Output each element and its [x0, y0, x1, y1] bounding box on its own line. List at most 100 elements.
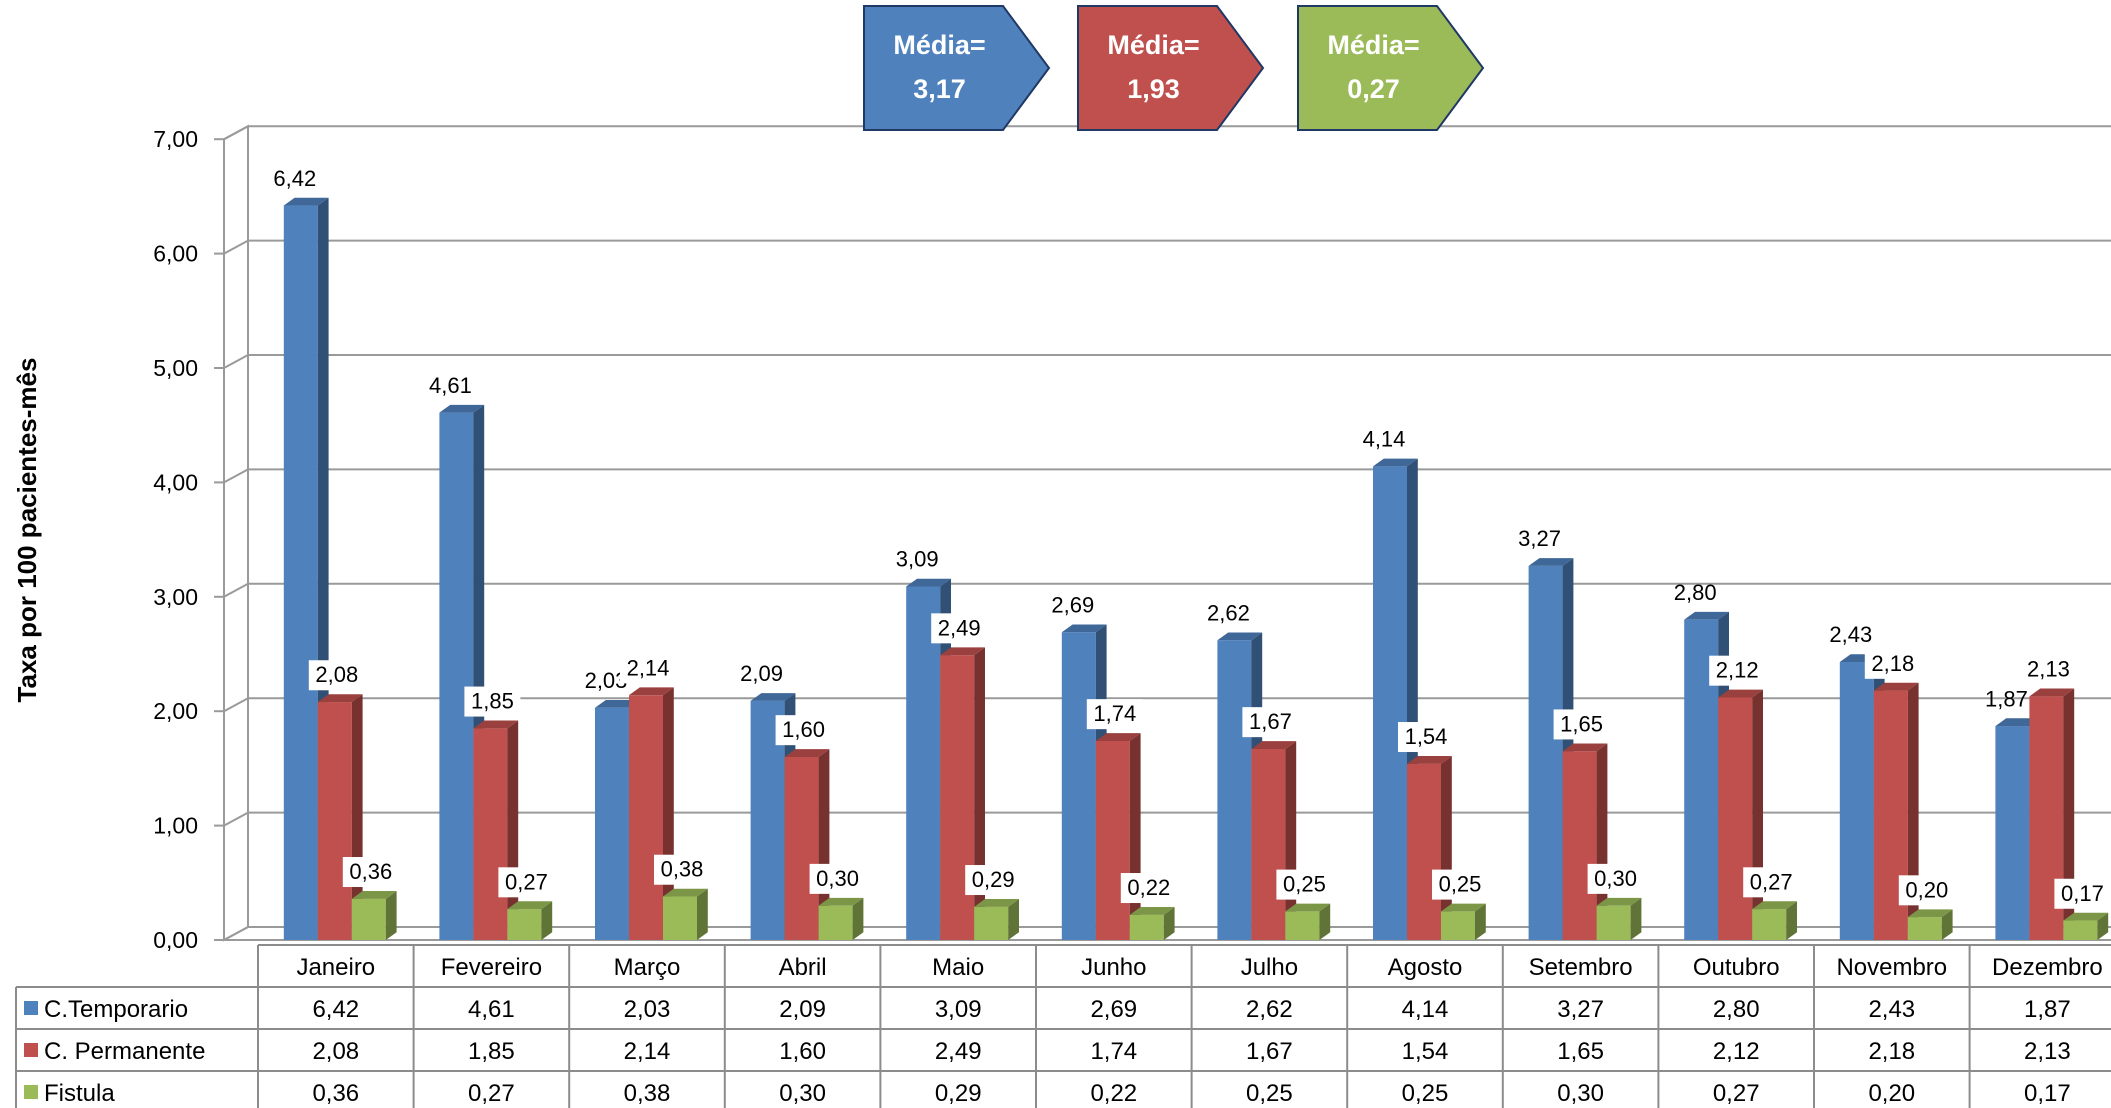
- table-cell: 2,13: [2024, 1038, 2071, 1065]
- table-cell: 0,17: [2024, 1080, 2071, 1107]
- bar-fistula-fevereiro: [507, 901, 553, 940]
- gridline: [223, 125, 2111, 141]
- table-cell: 0,36: [312, 1080, 359, 1107]
- data-label-bg: [1120, 873, 1177, 904]
- bar-ctemporario-fevereiro: [439, 404, 485, 941]
- bars: [283, 197, 2109, 941]
- data-label-bg: [1898, 875, 1955, 906]
- data-label-bg: [308, 660, 365, 691]
- bar-fistula-janeiro: [351, 891, 397, 940]
- data-label-bg: [1398, 722, 1454, 753]
- y-tick-label: 0,00: [153, 927, 198, 953]
- x-tick-label: Maio: [932, 954, 984, 981]
- data-label: 4,14: [1363, 427, 1406, 452]
- data-labels: 6,422,080,364,611,850,272,032,140,382,09…: [273, 166, 2111, 909]
- table-cell: 2,18: [1868, 1038, 1915, 1065]
- bar-cpermanente-janeiro: [317, 694, 363, 940]
- table-cell: 0,30: [779, 1080, 826, 1107]
- average-callout: Média= 0,27: [1297, 5, 1485, 131]
- table-cell: 0,30: [1557, 1080, 1604, 1107]
- y-tick-label: 6,00: [153, 241, 198, 267]
- table-cell: 2,09: [779, 996, 826, 1023]
- data-label-bg: [965, 865, 1022, 896]
- bar-ctemporario-setembro: [1528, 558, 1574, 940]
- gridline: [223, 468, 2111, 484]
- data-label-bg: [809, 863, 866, 894]
- table-cell: 0,22: [1090, 1080, 1137, 1107]
- x-tick-label: Fevereiro: [441, 954, 542, 981]
- y-axis: 0,00 1,00 2,00 3,00 4,00 5,00 6,00 7,00 Taxa por…: [12, 126, 224, 953]
- average-value: 3,17: [913, 74, 966, 104]
- bar-fistula-julho: [1285, 903, 1331, 940]
- gridline: [223, 811, 2111, 827]
- legend-key: [24, 1043, 38, 1057]
- y-tick-label: 7,00: [153, 126, 198, 152]
- data-label: 4,61: [429, 373, 472, 398]
- data-label: 2,49: [938, 615, 981, 640]
- table-cell: 4,14: [1402, 996, 1449, 1023]
- data-label: 1,60: [782, 717, 825, 742]
- data-label-bg: [1864, 648, 1921, 679]
- x-tick-label: Dezembro: [1992, 954, 2103, 981]
- data-label: 1,74: [1093, 701, 1136, 726]
- table-cell: 1,60: [779, 1038, 826, 1065]
- gridline: [223, 354, 2111, 369]
- data-label: 1,87: [1985, 686, 2028, 711]
- table-cell: 1,67: [1246, 1038, 1293, 1065]
- data-label-bg: [1276, 869, 1333, 900]
- data-label: 2,62: [1207, 600, 1250, 625]
- average-title: Média=: [893, 30, 985, 60]
- bar-fistula-agosto: [1441, 903, 1486, 940]
- bar-cpermanente-maio: [940, 647, 985, 940]
- data-label: 2,80: [1674, 580, 1717, 605]
- data-label: 1,65: [1560, 711, 1603, 736]
- side-wall: [223, 124, 249, 942]
- x-tick-label: Setembro: [1529, 954, 1633, 981]
- bar-cpermanente-outubro: [1718, 689, 1763, 940]
- data-label-bg: [498, 867, 555, 898]
- data-label: 2,13: [2027, 657, 2070, 682]
- average-value: 1,93: [1127, 74, 1180, 104]
- table-cell: 0,38: [624, 1080, 671, 1107]
- table-cell: 0,29: [935, 1080, 982, 1107]
- data-label-bg: [1242, 707, 1299, 738]
- bar-cpermanente-novembro: [1873, 682, 1919, 940]
- bar-fistula-maio: [974, 899, 1019, 940]
- y-tick-label: 3,00: [153, 584, 198, 610]
- data-label-bg: [931, 613, 988, 644]
- bar-fistula-abril: [818, 897, 864, 940]
- gridline: [223, 582, 2111, 598]
- data-label: 0,20: [1905, 877, 1948, 902]
- data-label: 2,18: [1871, 651, 1914, 676]
- table-cell: 1,87: [2024, 996, 2071, 1023]
- table-cell: 3,09: [935, 996, 982, 1023]
- data-label-bg: [342, 857, 399, 888]
- table-cell: 2,08: [312, 1038, 359, 1065]
- bar-fistula-setembro: [1596, 897, 1642, 940]
- table-cell: 2,62: [1246, 996, 1293, 1023]
- table-cell: 2,14: [624, 1038, 671, 1065]
- data-label: 0,38: [661, 857, 704, 882]
- floor-front-edge: [224, 939, 2111, 941]
- data-label: 0,22: [1127, 875, 1170, 900]
- data-label: 0,30: [1594, 866, 1637, 891]
- data-label: 0,27: [505, 869, 548, 894]
- x-tick-label: Julho: [1241, 954, 1298, 981]
- data-label-bg: [2020, 654, 2077, 685]
- table-cell: 0,20: [1868, 1080, 1915, 1107]
- x-tick-label: Janeiro: [296, 954, 375, 981]
- table-cell: 0,25: [1402, 1080, 1449, 1107]
- gridline: [223, 239, 2111, 255]
- x-tick-label: Novembro: [1836, 954, 1947, 981]
- average-callout: Média= 3,17: [863, 5, 1051, 131]
- data-label: 3,27: [1518, 526, 1561, 551]
- data-label-bg: [775, 715, 832, 746]
- bar-cpermanente-julho: [1251, 741, 1297, 940]
- data-label-bg: [1432, 869, 1488, 900]
- table-cell: 2,12: [1713, 1038, 1760, 1065]
- data-label: 0,29: [972, 867, 1015, 892]
- legend-label: C.Temporario: [44, 996, 188, 1023]
- data-label: 0,25: [1439, 872, 1482, 897]
- bar-cpermanente-junho: [1095, 733, 1141, 940]
- data-label: 0,17: [2061, 881, 2104, 906]
